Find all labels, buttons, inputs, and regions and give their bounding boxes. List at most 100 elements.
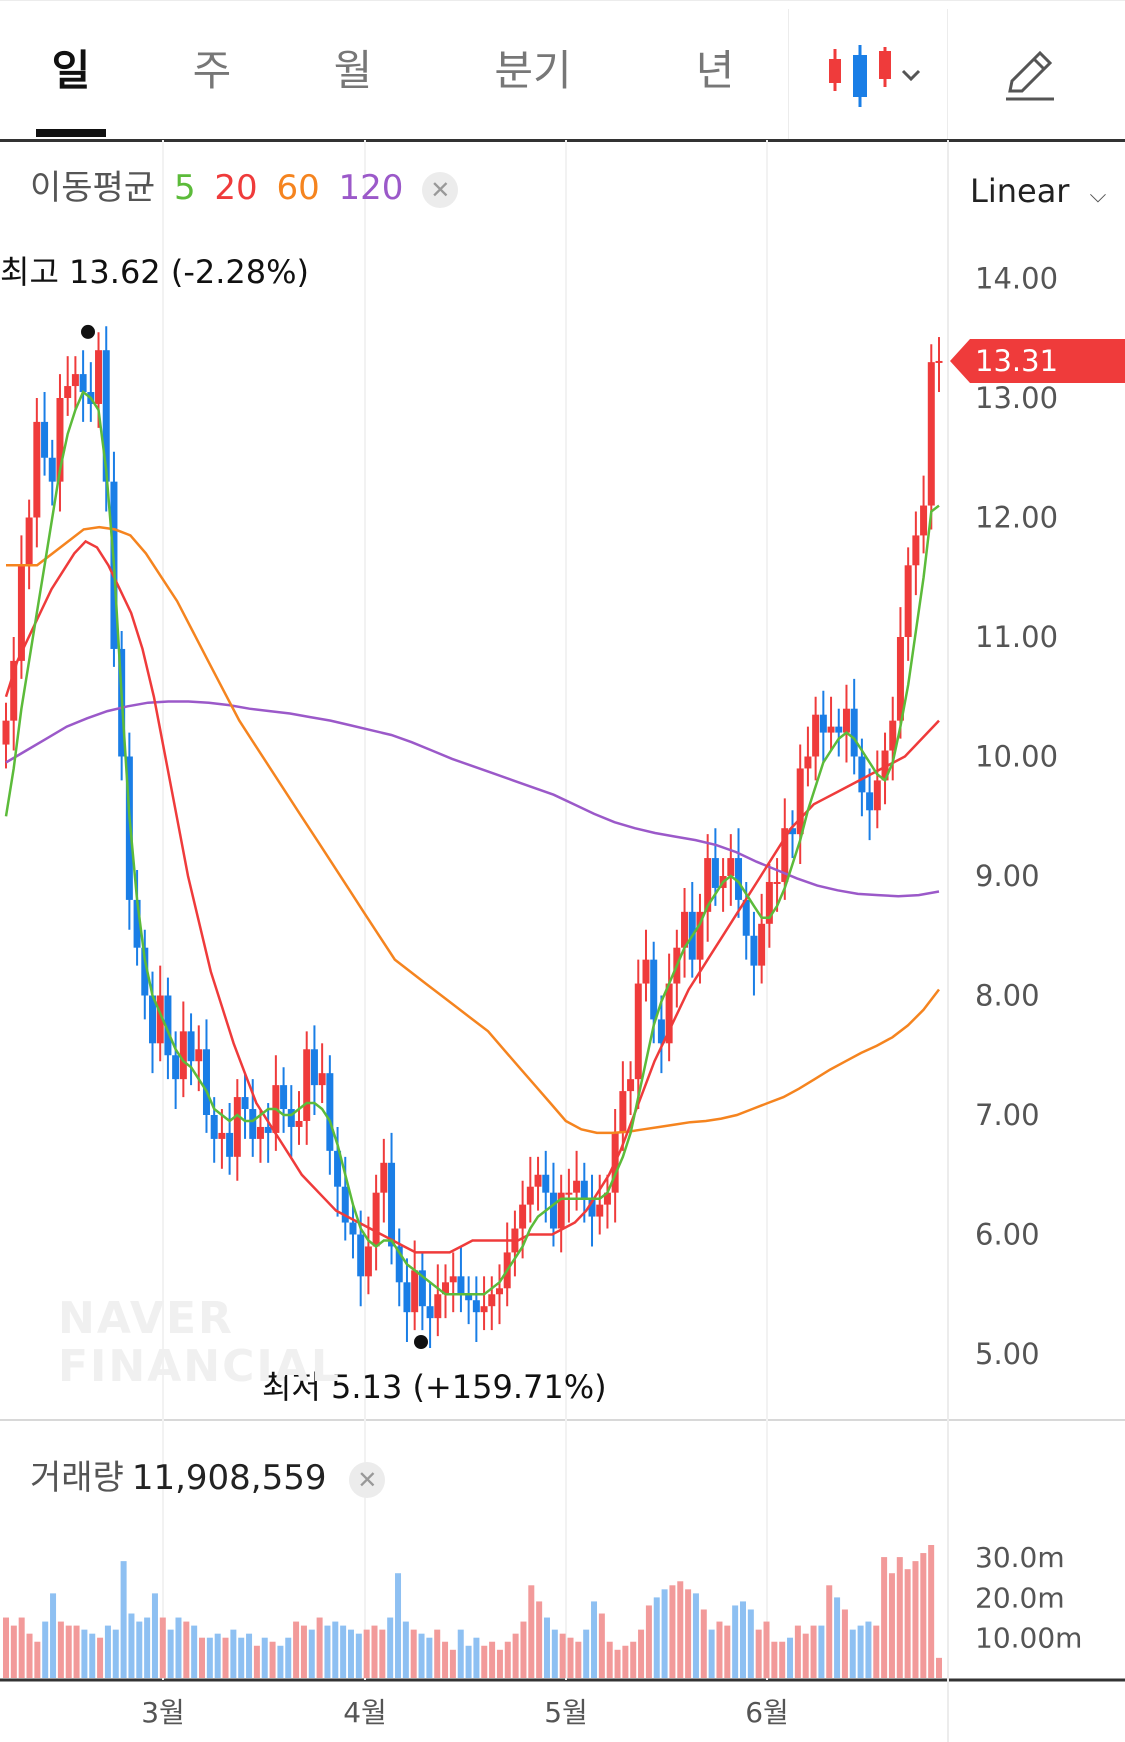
candle-body <box>388 1162 396 1247</box>
volume-bar <box>591 1601 598 1678</box>
candle-body <box>912 535 920 566</box>
candle-body <box>781 828 789 882</box>
candle-body <box>896 637 904 721</box>
candle-body <box>187 1031 195 1062</box>
candle-body <box>650 959 658 1020</box>
volume-bar <box>677 1581 684 1678</box>
divider <box>947 9 948 139</box>
candle-body <box>549 1192 557 1229</box>
volume-bar <box>261 1637 268 1678</box>
current-price-tag <box>950 338 1125 383</box>
tab-quarter[interactable]: 분기 <box>494 46 572 95</box>
candle-body <box>264 1126 272 1133</box>
volume-bar <box>888 1573 895 1678</box>
candle-body <box>48 457 56 482</box>
candle-body <box>133 899 141 948</box>
volume-bar <box>308 1629 315 1678</box>
volume-bar <box>857 1625 864 1678</box>
candle-body <box>796 768 804 835</box>
volume-bar <box>826 1585 833 1678</box>
volume-bar <box>583 1629 590 1678</box>
close-icon[interactable]: ✕ <box>422 171 459 208</box>
x-tick-label: 4월 <box>343 1696 387 1729</box>
candle-body <box>156 995 164 1044</box>
candle-body <box>64 386 72 398</box>
watermark-line2: FINANCIAL <box>58 1341 341 1392</box>
y-tick-label: 8.00 <box>975 979 1040 1013</box>
tab-week[interactable]: 주 <box>192 46 232 95</box>
draw-button[interactable] <box>1000 45 1060 105</box>
volume-bar <box>371 1625 378 1678</box>
candle-body <box>102 350 110 482</box>
volume-bar <box>598 1613 605 1678</box>
candle-body <box>534 1174 542 1187</box>
high-marker <box>81 324 95 339</box>
candle-body <box>657 1019 665 1044</box>
volume-bar <box>151 1593 158 1678</box>
volume-bar <box>199 1637 206 1678</box>
volume-bar <box>692 1593 699 1678</box>
candle-body <box>56 398 64 482</box>
low-annotation: 최저 5.13 (+159.71%) <box>262 1368 607 1406</box>
volume-bar <box>332 1621 339 1678</box>
volume-bar <box>739 1601 746 1678</box>
candle-body <box>735 858 743 900</box>
candle-body <box>804 756 812 769</box>
x-tick-label: 6월 <box>745 1696 789 1729</box>
candle-body <box>881 750 889 781</box>
volume-bar <box>50 1593 57 1678</box>
scale-select[interactable]: Linear ⌵ <box>970 172 1106 210</box>
volume-bar <box>794 1625 801 1678</box>
candle-body <box>33 421 41 518</box>
high-annotation: 최고 13.62 (-2.28%) <box>0 253 309 291</box>
volume-value: 11,908,559 <box>131 1458 327 1498</box>
volume-bar <box>904 1569 911 1678</box>
volume-bar <box>606 1641 613 1678</box>
candle-body <box>95 350 103 404</box>
volume-bar <box>771 1641 778 1678</box>
volume-bar <box>120 1561 127 1678</box>
volume-bar <box>402 1621 409 1678</box>
volume-bar <box>818 1625 825 1678</box>
candle-body <box>727 858 735 876</box>
volume-bar <box>669 1585 676 1678</box>
candle-body <box>866 792 874 811</box>
volume-bar <box>395 1573 402 1678</box>
period-tab-bar: 일 주 월 분기 년 <box>0 0 1125 142</box>
y-tick-label: 9.00 <box>975 859 1040 893</box>
chevron-down-icon: ⌵ <box>1089 183 1107 208</box>
volume-bar <box>253 1645 260 1678</box>
candle-body <box>927 362 935 506</box>
candle-body <box>619 1091 627 1133</box>
volume-bar <box>230 1629 237 1678</box>
volume-bar <box>638 1629 645 1678</box>
volume-bar <box>144 1617 151 1678</box>
candle-body <box>295 1120 303 1127</box>
close-icon[interactable]: ✕ <box>349 1461 386 1498</box>
tab-month[interactable]: 월 <box>333 46 373 95</box>
tab-year[interactable]: 년 <box>695 46 735 95</box>
volume-bar <box>528 1585 535 1678</box>
y-tick-label: 11.00 <box>975 620 1058 654</box>
candle-body <box>341 1186 349 1223</box>
chart-type-button[interactable] <box>820 41 930 111</box>
volume-bar <box>559 1633 566 1678</box>
volume-bar <box>269 1641 276 1678</box>
candle-body <box>210 1115 218 1139</box>
candle-body <box>465 1294 473 1301</box>
volume-bar <box>167 1629 174 1678</box>
volume-bar <box>496 1649 503 1678</box>
volume-bar <box>896 1557 903 1678</box>
candle-body <box>334 1150 342 1187</box>
volume-bar <box>645 1605 652 1678</box>
tab-day[interactable]: 일 <box>51 46 91 95</box>
y-tick-label: 7.00 <box>975 1098 1040 1132</box>
volume-bar <box>206 1637 213 1678</box>
x-tick-label: 5월 <box>544 1696 588 1729</box>
volume-bar <box>183 1621 190 1678</box>
volume-bar <box>191 1625 198 1678</box>
volume-bar <box>653 1597 660 1678</box>
volume-bar <box>489 1641 496 1678</box>
candle-body <box>349 1222 357 1235</box>
